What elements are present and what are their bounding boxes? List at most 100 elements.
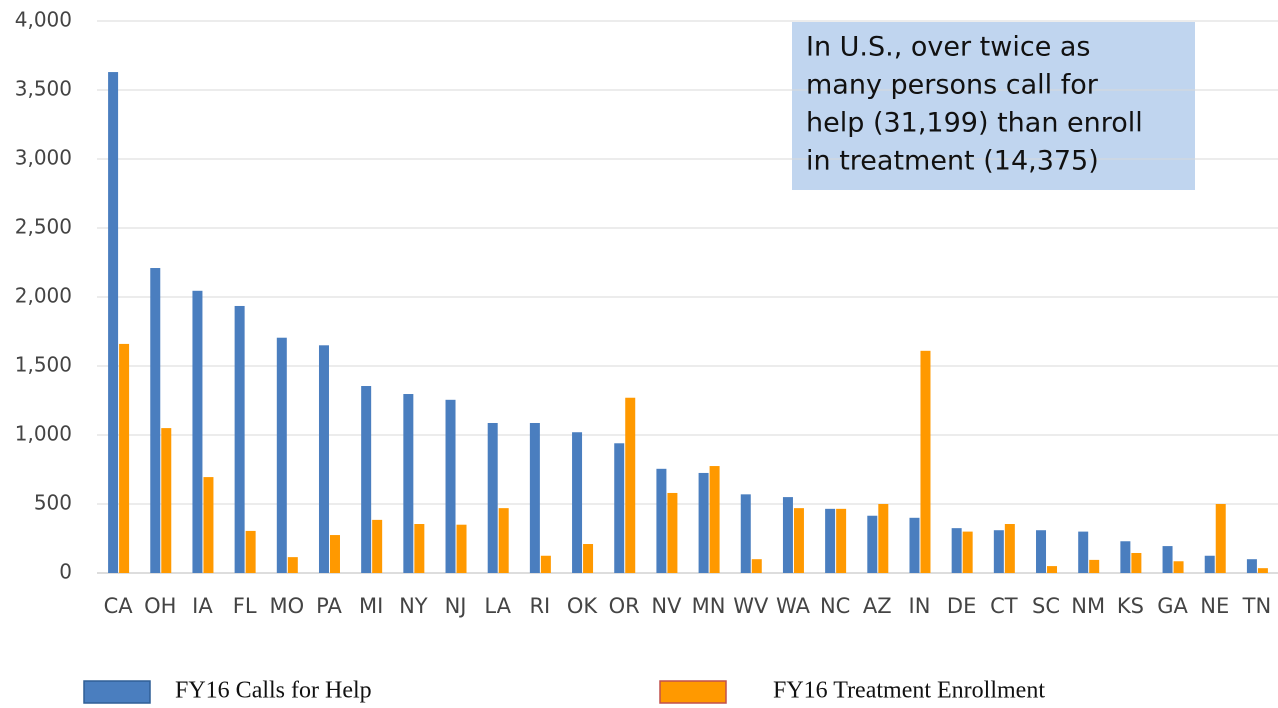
- bar: [1162, 546, 1173, 573]
- annotation-line: help (31,199) than enroll: [806, 108, 1143, 139]
- legend-label: FY16 Treatment Enrollment: [773, 678, 1045, 704]
- bar: [920, 350, 931, 573]
- x-tick-label: RI: [529, 594, 550, 618]
- y-tick-label: 2,500: [15, 215, 72, 239]
- bar: [361, 386, 372, 573]
- bar: [1173, 561, 1184, 573]
- legend-swatch: [83, 680, 151, 704]
- bar: [625, 397, 636, 573]
- y-tick-label: 500: [34, 491, 72, 515]
- bar: [951, 528, 962, 573]
- bar: [909, 517, 920, 573]
- bar: [1215, 504, 1226, 573]
- annotation-line: In U.S., over twice as: [806, 32, 1091, 63]
- x-tick-label: DE: [947, 594, 976, 618]
- bar: [867, 515, 878, 573]
- bar: [403, 394, 414, 573]
- bar: [119, 343, 130, 573]
- y-tick-label: 2,000: [15, 284, 72, 308]
- x-tick-label: IA: [192, 594, 213, 618]
- bar: [445, 399, 456, 573]
- legend-swatch: [659, 680, 727, 704]
- bar: [836, 508, 847, 573]
- x-tick-label: MO: [269, 594, 304, 618]
- x-tick-label: PA: [316, 594, 342, 618]
- bar: [1036, 530, 1047, 573]
- bar: [1257, 568, 1268, 573]
- bar: [962, 531, 973, 573]
- x-tick-label: LA: [484, 594, 511, 618]
- bar: [414, 524, 425, 573]
- bar: [318, 345, 329, 573]
- x-tick-label: AZ: [863, 594, 892, 618]
- x-tick-label: MN: [692, 594, 726, 618]
- y-tick-label: 3,000: [15, 146, 72, 170]
- bar: [667, 492, 678, 573]
- bar: [583, 544, 594, 573]
- bar: [878, 504, 889, 573]
- bar: [540, 555, 551, 573]
- annotation-line: in treatment (14,375): [806, 146, 1099, 177]
- y-tick-label: 4,000: [15, 8, 72, 32]
- y-tick-label: 3,500: [15, 77, 72, 101]
- bar: [709, 466, 720, 573]
- x-tick-label: NV: [651, 594, 682, 618]
- bar: [245, 530, 256, 573]
- x-tick-label: NY: [399, 594, 428, 618]
- bar: [572, 432, 583, 573]
- bar: [825, 508, 836, 573]
- bar: [1078, 531, 1089, 573]
- bar: [1246, 559, 1257, 573]
- bar: [234, 305, 245, 573]
- bar: [192, 290, 203, 573]
- bar: [751, 559, 762, 573]
- bar: [656, 468, 667, 573]
- x-tick-label: NC: [820, 594, 850, 618]
- bar: [740, 494, 751, 573]
- bar: [329, 535, 340, 573]
- x-tick-label: OK: [567, 594, 599, 618]
- bar: [108, 72, 119, 573]
- x-tick-label: WA: [776, 594, 811, 618]
- bar: [203, 477, 214, 573]
- bar: [498, 508, 509, 573]
- bar: [1004, 524, 1015, 573]
- bar: [287, 557, 298, 573]
- bar: [993, 530, 1004, 573]
- x-tick-label: SC: [1032, 594, 1060, 618]
- y-tick-label: 1,000: [15, 422, 72, 446]
- x-tick-label: OH: [144, 594, 176, 618]
- y-tick-label: 1,500: [15, 353, 72, 377]
- annotation-line: many persons call for: [806, 70, 1099, 101]
- bar: [276, 337, 287, 573]
- bar: [1131, 552, 1142, 573]
- x-tick-label: IN: [909, 594, 931, 618]
- x-tick-label: FL: [233, 594, 257, 618]
- bar: [529, 422, 540, 573]
- bar: [487, 422, 498, 573]
- bar: [372, 519, 383, 573]
- x-tick-label: NE: [1200, 594, 1229, 618]
- legend-label: FY16 Calls for Help: [175, 678, 372, 704]
- bar: [614, 443, 625, 573]
- bar: [1120, 541, 1131, 573]
- x-tick-label: CA: [104, 594, 134, 618]
- bar: [456, 524, 467, 573]
- bar: [1089, 559, 1100, 573]
- bar: [782, 497, 793, 573]
- x-tick-label: MI: [359, 594, 383, 618]
- annotation-box: [792, 22, 1195, 190]
- x-tick-label: TN: [1242, 594, 1272, 618]
- bar: [793, 508, 804, 573]
- x-tick-label: NM: [1071, 594, 1105, 618]
- bar: [161, 428, 172, 573]
- x-tick-label: OR: [609, 594, 640, 618]
- x-tick-label: GA: [1157, 594, 1188, 618]
- bar: [1047, 566, 1058, 573]
- bar: [150, 268, 161, 573]
- x-tick-label: NJ: [445, 594, 467, 618]
- bar: [698, 472, 709, 573]
- x-tick-label: WV: [733, 594, 769, 618]
- y-tick-label: 0: [59, 560, 72, 584]
